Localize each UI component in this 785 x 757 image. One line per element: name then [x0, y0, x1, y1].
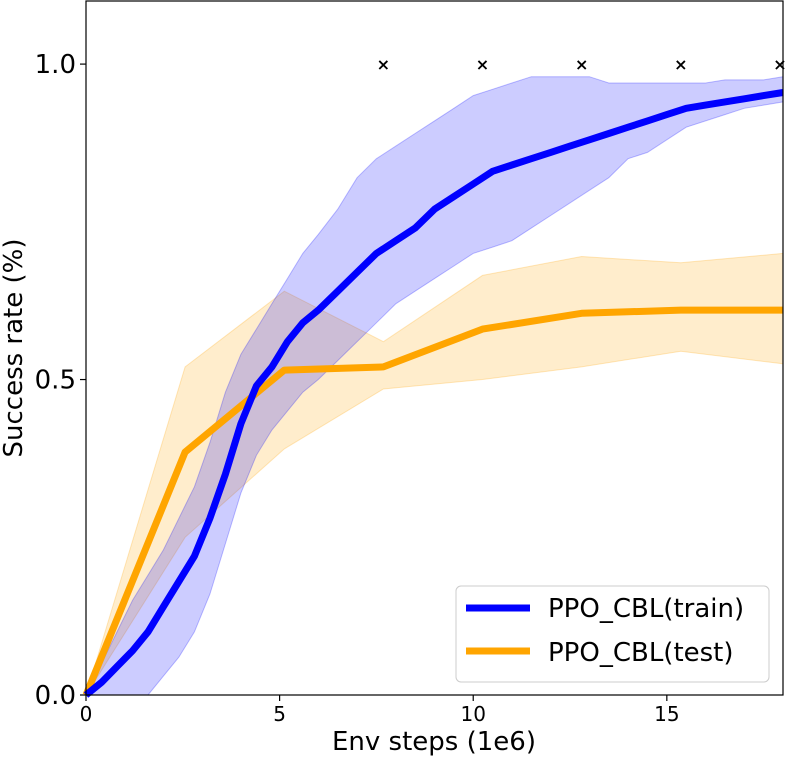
x-tick-label-3: 15	[654, 702, 679, 726]
marker-3: ×	[674, 55, 687, 74]
legend-label-train: PPO_CBL(train)	[548, 594, 744, 624]
y-axis-ticks: 0.0 0.5 1.0	[35, 50, 86, 711]
x-tick-label-0: 0	[80, 702, 93, 726]
marker-4: ×	[773, 55, 785, 74]
line-train	[83, 89, 784, 698]
marker-2: ×	[575, 55, 588, 74]
y-tick-label-2: 1.0	[35, 50, 76, 80]
legend-box	[455, 585, 770, 683]
plot-frame	[85, 0, 784, 696]
y-tick-label-0: 0.0	[35, 681, 76, 711]
x-axis-label: Env steps (1e6)	[332, 727, 536, 757]
series-lines	[82, 89, 784, 698]
epoch-markers: × × × × ×	[377, 55, 785, 74]
x-tick-label-1: 5	[273, 702, 286, 726]
legend-label-test: PPO_CBL(test)	[548, 638, 734, 668]
y-tick-label-1: 0.5	[35, 366, 76, 396]
y-axis-label: Success rate (%)	[0, 239, 29, 458]
marker-0: ×	[377, 55, 390, 74]
x-tick-label-2: 10	[460, 702, 485, 726]
x-axis-ticks: 0 5 10 15	[80, 695, 680, 726]
line-test	[82, 306, 783, 697]
plot-area: × × × × ×	[82, 0, 785, 698]
legend: PPO_CBL(train) PPO_CBL(test)	[455, 585, 770, 683]
marker-1: ×	[476, 55, 489, 74]
